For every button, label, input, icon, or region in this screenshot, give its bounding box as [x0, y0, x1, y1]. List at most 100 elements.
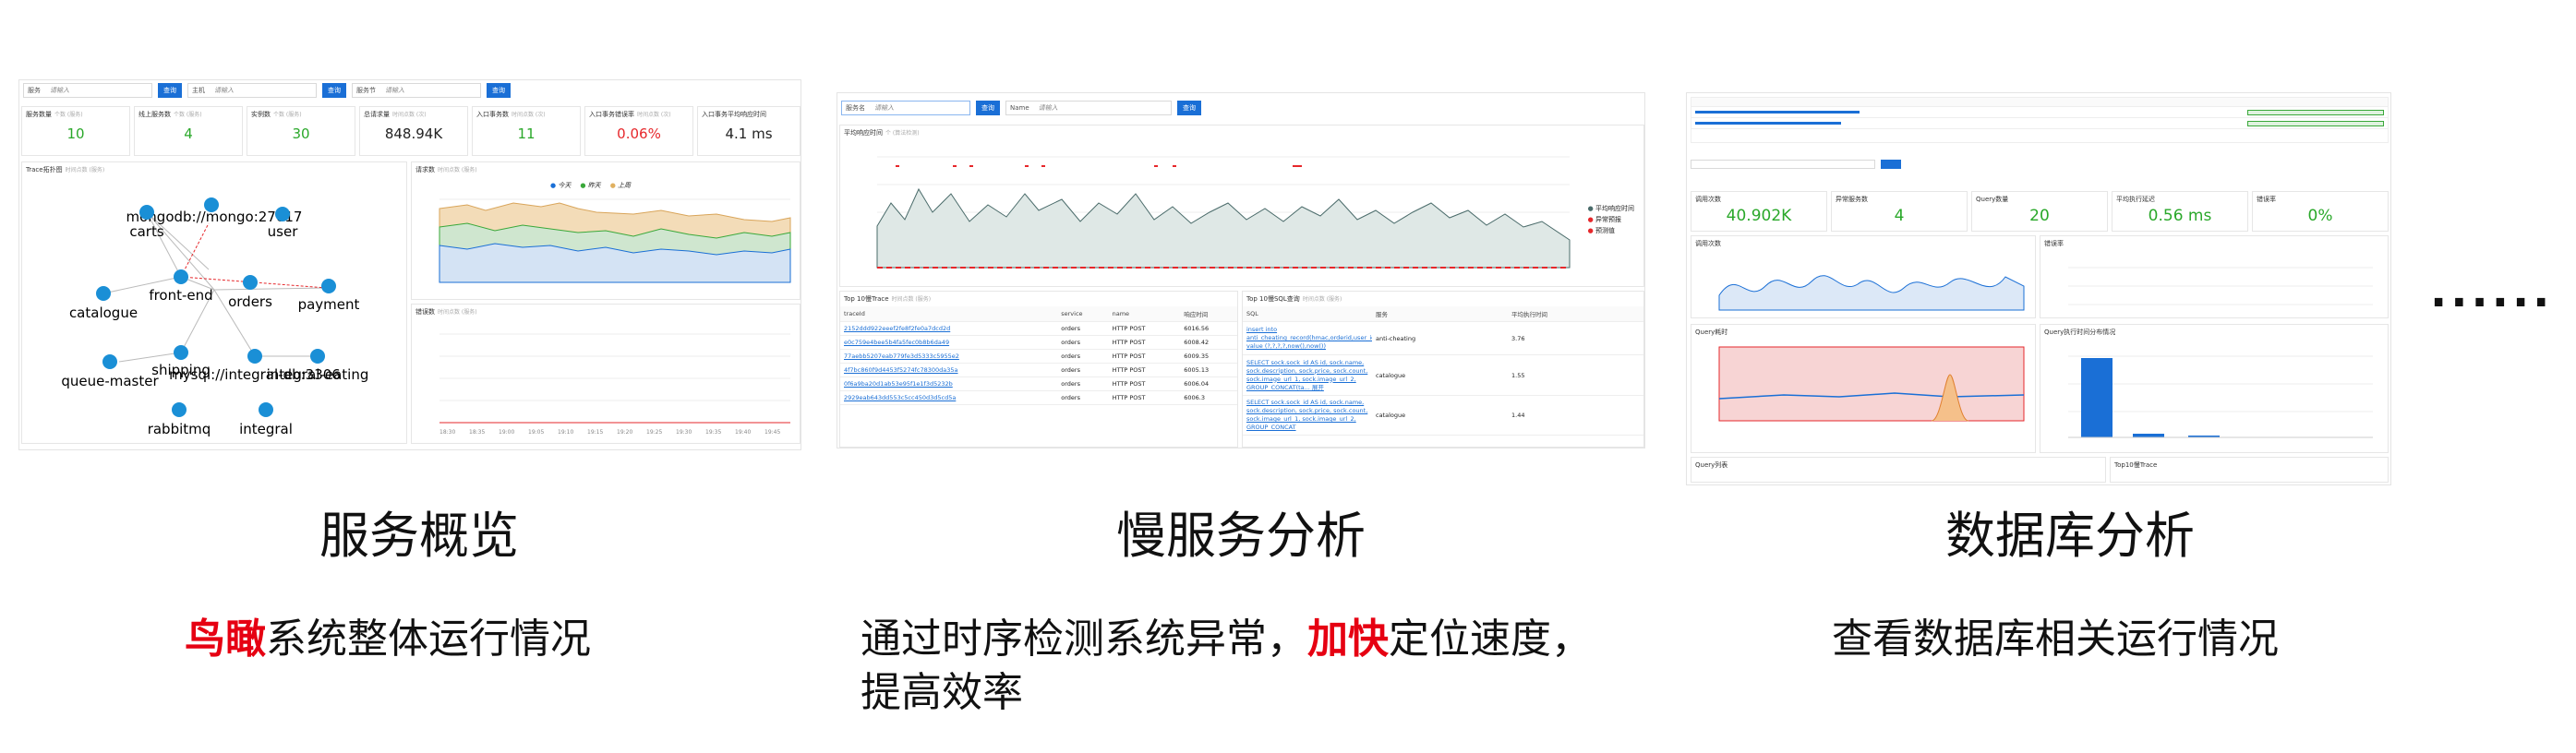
requests-chart-card: 请求数 时间点数 (服务) ● 今天 ● 昨天 ● 上周	[411, 161, 800, 300]
kpi-value: 848.94K	[384, 126, 443, 142]
query-button[interactable]	[1881, 160, 1901, 169]
kpi-value: 10	[66, 126, 85, 142]
svg-text:mongodb://mongo:27017: mongodb://mongo:27017	[126, 209, 303, 225]
svg-text:orders: orders	[228, 293, 272, 310]
svg-text:carts: carts	[129, 223, 163, 240]
svg-text:19:00: 19:00	[499, 429, 514, 436]
more-ellipsis: ......	[2430, 266, 2554, 317]
response-time-chart-card: 平均响应时间个 (算法检测) ● 平均响应时间 ● 异常预报 ● 预测值	[839, 125, 1644, 287]
error-rate-chart-card: 错误率	[2040, 235, 2389, 318]
caption-description: 通过时序检测系统异常，加快定位速度， 提高效率	[861, 616, 1592, 716]
call-count-chart	[1718, 275, 2025, 311]
caption-title: 慢服务分析	[1116, 507, 1366, 565]
topology-node[interactable]: integral-eating	[267, 349, 369, 383]
topology-node[interactable]: payment	[298, 279, 360, 313]
topology-node[interactable]: orders	[228, 275, 272, 310]
svg-text:19:05: 19:05	[528, 429, 544, 436]
topology-nodes: mongodb://mongo:27017 carts user front-e…	[61, 197, 368, 437]
topology-node[interactable]: user	[268, 207, 299, 240]
search-input[interactable]	[1691, 160, 1875, 169]
query-distribution-chart-card: Query执行时间分布情况	[2040, 324, 2389, 453]
service-overview-screenshot: 服务 请输入 查询 主机 请输入 查询 服务节 请输入 查询 服务数量 个数 (服务) 1…	[18, 79, 801, 450]
table-row: SELECT sock.sock_id AS id, sock.name, so…	[1243, 395, 1643, 436]
topology-node[interactable]: front-end	[149, 269, 213, 304]
query-button[interactable]: 查询	[487, 83, 511, 98]
table-row: 77aebb5207eab779fe3d5333c5955e2 orders HTT…	[840, 349, 1237, 364]
slow-sql-table: SQL 服务 平均执行时间 insert into anti_cheating_re…	[1243, 306, 1643, 436]
svg-text:rabbitmq: rabbitmq	[148, 421, 211, 437]
svg-text:user: user	[268, 223, 299, 240]
topology-graph: mongodb://mongo:27017 carts user front-e…	[61, 197, 368, 437]
table-header: traceId service name 响应时间	[840, 306, 1237, 322]
svg-text:payment: payment	[298, 296, 360, 313]
caption-title: 服务概览	[319, 507, 519, 565]
table-row: SELECT sock.sock_id AS id, sock.name, so…	[1243, 354, 1643, 396]
svg-text:catalogue: catalogue	[69, 305, 138, 321]
slow-trace-card: Top10慢Trace	[2110, 457, 2389, 483]
name-filter[interactable]: Name 请输入	[1005, 101, 1172, 115]
response-time-chart	[876, 156, 1571, 269]
query-button[interactable]: 查询	[322, 83, 346, 98]
chart-legend: ● 今天 ● 昨天 ● 上周	[550, 182, 632, 189]
requests-chart	[439, 198, 791, 283]
topology-node[interactable]: rabbitmq	[148, 402, 211, 437]
host-filter[interactable]: 主机 请输入	[187, 83, 317, 98]
svg-text:19:15: 19:15	[587, 429, 603, 436]
error-rate-chart	[2068, 267, 2373, 305]
filter-bar	[1691, 160, 1901, 169]
filter-bar: 服务名 请输入 查询 Name 请输入 查询	[837, 97, 1644, 119]
query-distribution-chart	[2068, 355, 2373, 438]
chart-legend: ● 平均响应时间 ● 异常预报 ● 预测值	[1587, 205, 1634, 234]
svg-text:19:20: 19:20	[617, 429, 632, 436]
kpi-value: 0.06%	[617, 126, 661, 142]
service-filter[interactable]: 服务 请输入	[23, 83, 152, 98]
caption-description: 查看数据库相关运行情况	[1832, 616, 2279, 663]
kpi-card: 入口事务数 时间点数 (次) 11	[472, 106, 581, 156]
query-button[interactable]: 查询	[1177, 101, 1201, 115]
kpi-card: 线上服务数 个数 (服务) 4	[134, 106, 243, 156]
kpi-card: 异常服务数 4	[1831, 191, 1968, 232]
node-filter[interactable]: 服务节 请输入	[352, 83, 481, 98]
kpi-card: 总请求量 时间点数 (次) 848.94K	[359, 106, 468, 156]
database-list	[1691, 97, 2389, 143]
svg-text:19:40: 19:40	[735, 429, 751, 436]
topology-node[interactable]: queue-master	[61, 354, 159, 389]
slow-trace-table-card: Top 10慢Trace 时间点数 (服务) traceId service name…	[839, 291, 1238, 448]
call-count-chart-card: 调用次数	[1691, 235, 2036, 318]
query-button[interactable]: 查询	[976, 101, 1000, 115]
slow-service-screenshot: 服务名 请输入 查询 Name 请输入 查询 平均响应时间个 (算法检测) ● 平均…	[837, 92, 1645, 448]
errors-chart: 18:30 18:35 19:00 19:05 19:10 19:15 19:2…	[439, 333, 790, 436]
kpi-card: 平均执行延迟 0.56 ms	[2112, 191, 2248, 232]
svg-text:19:10: 19:10	[558, 429, 573, 436]
topology-node[interactable]: carts	[129, 205, 164, 240]
svg-text:integral-eating: integral-eating	[267, 366, 369, 383]
kpi-card: 错误率 0%	[2252, 191, 2389, 232]
kpi-card: 入口事务错误率 时间点数 (次) 0.06%	[584, 106, 693, 156]
table-row	[1691, 118, 2388, 129]
svg-text:shipping: shipping	[151, 362, 211, 378]
caption-description: 鸟瞰系统整体运行情况	[185, 616, 591, 663]
svg-text:mysql://integral-db:3306: mysql://integral-db:3306	[169, 366, 341, 383]
topology-node[interactable]: mongodb://mongo:27017	[126, 197, 303, 225]
topology-node[interactable]: mysql://integral-db:3306	[169, 349, 341, 383]
svg-text:18:35: 18:35	[469, 429, 485, 436]
topology-node[interactable]: integral	[239, 402, 293, 437]
query-latency-chart-card: Query耗时	[1691, 324, 2036, 453]
kpi-value: 4.1 ms	[725, 126, 773, 142]
svg-text:18:30: 18:30	[439, 429, 455, 436]
topology-node[interactable]: catalogue	[69, 286, 138, 321]
svg-text:19:45: 19:45	[764, 429, 780, 436]
query-list-card: Query列表	[1691, 457, 2106, 483]
trace-topology-card: Trace拓扑图 时间点数 (服务) mongodb://mongo:27017 …	[21, 161, 407, 444]
kpi-card: 实例数 个数 (服务) 30	[247, 106, 355, 156]
service-name-filter[interactable]: 服务名 请输入	[841, 101, 970, 115]
query-button[interactable]: 查询	[158, 83, 182, 98]
caption-title: 数据库分析	[1945, 507, 2195, 565]
table-header: SQL 服务 平均执行时间	[1243, 306, 1643, 322]
kpi-value: 4	[184, 126, 193, 142]
table-row: insert into anti_cheating_record(hmac,or…	[1243, 321, 1643, 355]
slow-sql-table-card: Top 10慢SQL查询 时间点数 (服务) SQL 服务 平均执行时间 insert…	[1242, 291, 1644, 448]
topology-node[interactable]: shipping	[151, 345, 211, 378]
svg-text:19:35: 19:35	[705, 429, 721, 436]
kpi-card: 调用次数 40.902K	[1691, 191, 1827, 232]
